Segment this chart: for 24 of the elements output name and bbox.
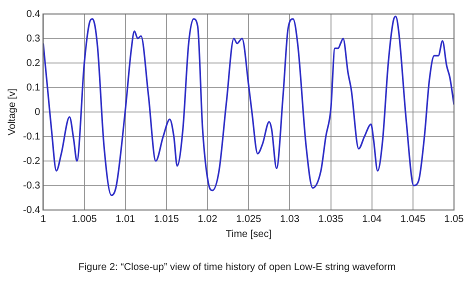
x-tick-label: 1.02	[198, 214, 218, 225]
y-tick-label: -0.1	[22, 131, 41, 142]
y-tick-label: 0.2	[26, 58, 41, 69]
x-tick-label: 1.01	[116, 214, 136, 225]
y-tick-label: 0.3	[26, 33, 41, 44]
y-tick-label: -0.2	[22, 156, 41, 167]
x-tick-label: 1.04	[362, 214, 382, 225]
y-tick-label: -0.3	[22, 180, 41, 192]
x-tick-label: 1.045	[400, 214, 426, 225]
caption: Figure 2: “Close-up” view of time history of open Low-E string waveform	[77, 262, 397, 273]
x-tick-label: 1.025	[236, 214, 262, 225]
line-series	[43, 16, 454, 196]
x-tick-label: 1.005	[72, 214, 98, 225]
y-tick-label: 0.4	[26, 8, 41, 20]
x-axis-title: Time [sec]	[226, 228, 272, 240]
y-tick-label: -0.4	[22, 204, 41, 216]
y-tick-label: 0	[34, 106, 41, 118]
x-tick-label: 1.05	[444, 214, 464, 225]
y-axis-title: Voltage [v]	[6, 88, 18, 136]
x-tick-label: 1.035	[318, 214, 344, 225]
x-tick-label: 1.015	[154, 214, 180, 225]
x-tick-label: 1.03	[280, 214, 300, 225]
x-tick-label: 1	[40, 214, 46, 225]
y-tick-label: 0.1	[26, 82, 41, 94]
